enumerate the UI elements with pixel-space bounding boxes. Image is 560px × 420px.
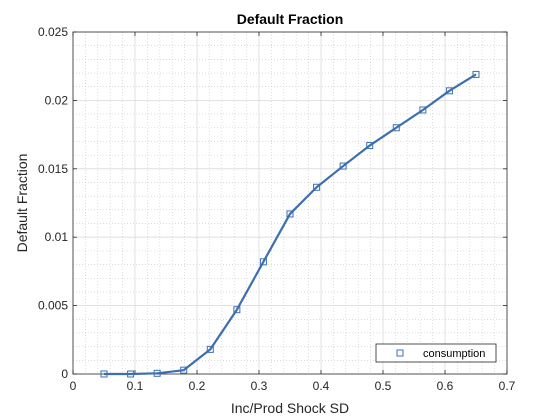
data-point-marker [392,124,400,132]
data-point-marker [286,210,294,218]
x-tick-label: 0.5 [375,379,392,393]
y-axis-title: Default Fraction [14,154,30,253]
data-point-marker [206,345,214,353]
y-tick-label: 0.01 [45,230,69,244]
y-tick-label: 0.02 [45,93,69,107]
minor-grid [73,32,507,374]
plot-area [73,32,507,374]
x-axis-title: Inc/Prod Shock SD [231,400,349,416]
data-point-marker [180,366,188,374]
y-axis-ticks: 0 0.005 0.01 0.015 0.02 0.025 [38,25,507,381]
x-tick-label: 0.7 [499,379,516,393]
y-tick-label: 0.025 [38,25,68,39]
major-grid [73,32,507,374]
plot-frame [72,31,508,375]
y-tick-label: 0 [61,367,68,381]
data-point-marker [100,370,108,378]
data-point-marker [339,162,347,170]
legend-label: consumption [423,348,485,360]
x-tick-label: 0.3 [251,379,268,393]
x-tick-label: 0.6 [437,379,454,393]
data-point-marker [445,87,453,95]
x-axis-ticks: 0 0.1 0.2 0.3 0.4 0.5 0.6 0.7 [70,32,516,393]
legend-box [375,343,497,363]
series-layer [100,70,480,378]
data-point-marker [259,258,267,266]
legend: consumption [375,343,497,363]
data-point-marker [233,306,241,314]
y-tick-label: 0.015 [38,162,68,176]
x-tick-label: 0.2 [189,379,206,393]
chart-title: Default Fraction [237,11,344,27]
data-point-marker [366,142,374,150]
data-point-marker [419,106,427,114]
data-point-marker [472,70,480,78]
x-tick-label: 0.4 [313,379,330,393]
data-point-marker [127,370,135,378]
x-tick-label: 0.1 [127,379,144,393]
legend-marker-square [396,349,404,357]
series-line-0 [104,73,477,376]
data-point-marker [313,183,321,191]
x-tick-label: 0 [70,379,77,393]
data-point-marker [153,369,161,377]
y-tick-label: 0.005 [38,299,68,313]
